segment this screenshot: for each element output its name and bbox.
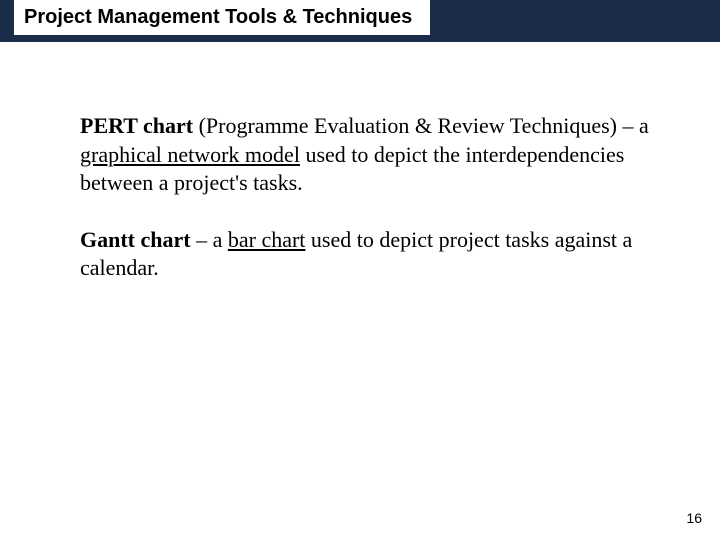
pert-expansion: (Programme Evaluation & Review Technique… (199, 113, 649, 138)
pert-term: PERT chart (80, 113, 193, 138)
slide-title: Project Management Tools & Techniques (14, 0, 430, 35)
gantt-underlined: bar chart (228, 227, 306, 252)
gantt-expansion: – a (191, 227, 228, 252)
gantt-definition: Gantt chart – a bar chart used to depict… (80, 226, 660, 283)
page-number: 16 (686, 510, 702, 526)
header-bar: Project Management Tools & Techniques (0, 0, 720, 42)
gantt-term: Gantt chart (80, 227, 191, 252)
slide-content: PERT chart (Programme Evaluation & Revie… (0, 42, 720, 283)
pert-definition: PERT chart (Programme Evaluation & Revie… (80, 112, 660, 198)
pert-underlined: graphical network model (80, 142, 300, 167)
